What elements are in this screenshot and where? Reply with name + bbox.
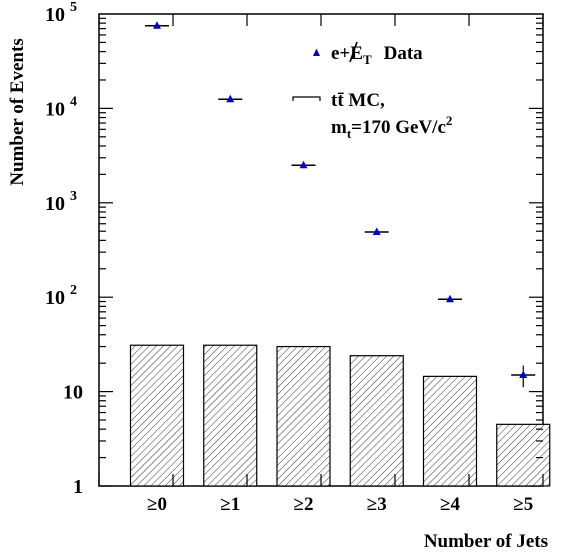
mc-bar xyxy=(276,345,331,487)
y-tick-label: 10 xyxy=(63,382,83,404)
legend-data-label: e+ET Data xyxy=(331,43,423,67)
data-point xyxy=(446,294,454,303)
x-axis-label: Number of Jets xyxy=(424,531,548,552)
mc-bar xyxy=(349,355,404,487)
legend: e+ET Data tt̄ MC, mt=170 GeV/c2 xyxy=(292,41,452,141)
data-points xyxy=(145,21,536,388)
legend-mc-label-line1: tt̄ MC, xyxy=(331,90,385,111)
data-point xyxy=(372,227,381,236)
mc-bars xyxy=(129,344,551,487)
legend-mc-swatch xyxy=(292,96,321,101)
legend-data-marker xyxy=(313,48,320,56)
x-tick-label: ≥2 xyxy=(294,494,314,515)
legend-met-slash xyxy=(349,41,358,63)
y-tick-label: 10 4 xyxy=(45,94,77,120)
x-tick-label: ≥4 xyxy=(440,494,460,515)
y-tick-label: 10 5 xyxy=(45,0,77,26)
data-point xyxy=(299,160,308,169)
mc-bar xyxy=(496,423,551,487)
y-tick-label: 10 3 xyxy=(45,189,77,215)
y-axis-label: Number of Events xyxy=(7,38,28,185)
legend-mc-label-line2: mt=170 GeV/c2 xyxy=(331,113,452,141)
mc-bar xyxy=(203,344,258,487)
data-point xyxy=(153,21,161,29)
data-point xyxy=(226,94,235,103)
mc-bar xyxy=(422,375,478,487)
x-tick-label: ≥3 xyxy=(367,494,387,515)
axis-ticks xyxy=(98,14,544,487)
x-tick-label: ≥1 xyxy=(220,494,240,515)
y-tick-label: 1 xyxy=(73,476,83,498)
x-tick-label: ≥5 xyxy=(513,494,533,515)
x-tick-labels: ≥0 ≥1 ≥2 ≥3 ≥4 ≥5 xyxy=(147,494,533,515)
y-tick-label: 10 2 xyxy=(45,283,77,309)
data-point xyxy=(519,370,528,378)
mc-bar xyxy=(129,344,185,487)
x-tick-label: ≥0 xyxy=(147,494,167,515)
